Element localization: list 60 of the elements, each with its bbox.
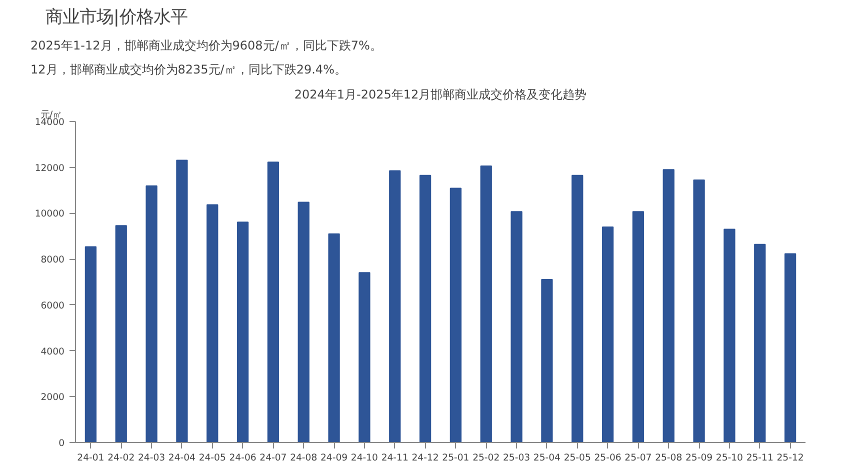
y-tick-label: 4000 — [40, 346, 65, 358]
text: 2025年1-12月，邯郸商业成交均价为9608元/㎡，同比下跌7%。 — [30, 38, 382, 52]
bar — [419, 174, 432, 442]
bar — [236, 222, 249, 442]
bar — [662, 169, 674, 442]
bar — [328, 233, 340, 442]
bar — [510, 211, 522, 442]
x-tick-label: 25-01 — [442, 452, 470, 464]
x-tick-label: 24-06 — [229, 452, 256, 464]
x-tick-label: 25-09 — [685, 452, 713, 464]
y-tick-label: 6000 — [40, 300, 65, 312]
bar — [267, 162, 280, 442]
x-tick-label: 24-04 — [168, 452, 196, 464]
y-tick-label: 8000 — [40, 254, 65, 266]
x-tick-label: 25-04 — [533, 452, 561, 464]
x-tick-label: 25-07 — [624, 452, 652, 464]
x-tick-label: 24-10 — [350, 452, 378, 464]
bar — [784, 253, 796, 442]
x-tick-label: 24-03 — [138, 452, 166, 464]
x-tick-label: 24-07 — [260, 452, 287, 464]
x-tick-label: 25-12 — [776, 452, 804, 464]
chart-title: 商业市场|价格水平 — [46, 8, 188, 28]
bar — [450, 188, 462, 442]
bar — [146, 185, 158, 442]
x-tick-label: 24-08 — [290, 452, 318, 464]
y-tick-label: 2000 — [40, 392, 65, 404]
bar — [572, 174, 584, 442]
bar — [176, 160, 188, 442]
x-tick-label: 24-09 — [320, 452, 348, 464]
chart-subtitle: 2024年1月-2025年12月邯郸商业成交价格及变化趋势 — [294, 88, 587, 102]
x-tick-label: 25-03 — [502, 452, 530, 464]
y-tick-label: 12000 — [34, 162, 65, 174]
bar — [541, 278, 553, 442]
bar — [206, 204, 218, 442]
y-tick-label: 14000 — [34, 117, 65, 128]
x-tick-label: 24-01 — [77, 452, 104, 464]
bar — [84, 246, 97, 442]
x-tick-label: 24-11 — [381, 452, 408, 464]
bar — [724, 228, 736, 442]
x-tick-label: 25-06 — [594, 452, 622, 464]
bar — [632, 211, 644, 442]
text: 12月，邯郸商业成交均价为8235元/㎡，同比下跌29.4%。 — [30, 62, 346, 76]
bar — [389, 170, 401, 442]
bar — [298, 202, 310, 442]
bar — [358, 272, 370, 442]
x-tick-label: 25-11 — [746, 452, 774, 464]
x-tick-label: 24-12 — [412, 452, 439, 464]
x-tick-label: 25-05 — [564, 452, 591, 464]
y-tick-label: 10000 — [34, 208, 65, 220]
bar — [115, 225, 127, 442]
bar — [602, 226, 614, 442]
bar — [693, 179, 705, 442]
x-tick-label: 24-05 — [198, 452, 226, 464]
x-tick-label: 24-02 — [108, 452, 135, 464]
x-tick-label: 25-08 — [655, 452, 682, 464]
x-tick-label: 25-10 — [716, 452, 744, 464]
y-tick-label: 0 — [58, 438, 65, 449]
bar — [480, 165, 492, 442]
bar — [754, 244, 766, 442]
x-tick-label: 25-02 — [472, 452, 500, 464]
